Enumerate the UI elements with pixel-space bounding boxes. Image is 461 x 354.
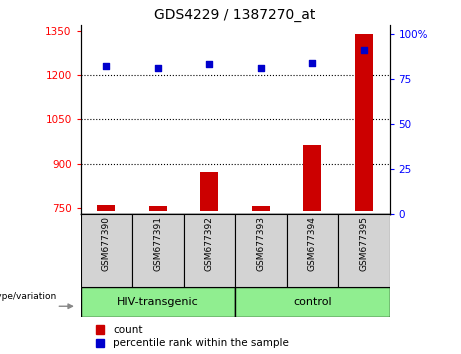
Text: GSM677395: GSM677395: [359, 216, 368, 272]
Text: GSM677390: GSM677390: [102, 216, 111, 272]
Point: [360, 47, 367, 53]
Bar: [149, 206, 167, 211]
FancyBboxPatch shape: [287, 214, 338, 287]
Title: GDS4229 / 1387270_at: GDS4229 / 1387270_at: [154, 8, 316, 22]
Bar: [96, 339, 104, 348]
Bar: [355, 34, 373, 211]
Point: [308, 60, 316, 65]
Point: [103, 63, 110, 69]
Text: GSM677392: GSM677392: [205, 216, 214, 271]
Text: count: count: [113, 325, 142, 335]
Point: [206, 62, 213, 67]
Bar: [201, 172, 219, 211]
Text: GSM677391: GSM677391: [154, 216, 162, 272]
Bar: [252, 206, 270, 211]
Text: genotype/variation: genotype/variation: [0, 292, 56, 301]
Point: [154, 65, 161, 71]
Bar: [96, 325, 104, 334]
Text: GSM677393: GSM677393: [256, 216, 266, 272]
Bar: [303, 145, 321, 211]
FancyBboxPatch shape: [132, 214, 183, 287]
Point: [257, 65, 265, 71]
FancyBboxPatch shape: [81, 287, 235, 317]
FancyBboxPatch shape: [235, 287, 390, 317]
Bar: [97, 205, 115, 211]
FancyBboxPatch shape: [81, 214, 132, 287]
Text: control: control: [293, 297, 331, 307]
FancyBboxPatch shape: [183, 214, 235, 287]
Text: percentile rank within the sample: percentile rank within the sample: [113, 338, 289, 348]
Text: GSM677394: GSM677394: [308, 216, 317, 271]
Text: HIV-transgenic: HIV-transgenic: [117, 297, 199, 307]
FancyBboxPatch shape: [338, 214, 390, 287]
FancyBboxPatch shape: [235, 214, 287, 287]
